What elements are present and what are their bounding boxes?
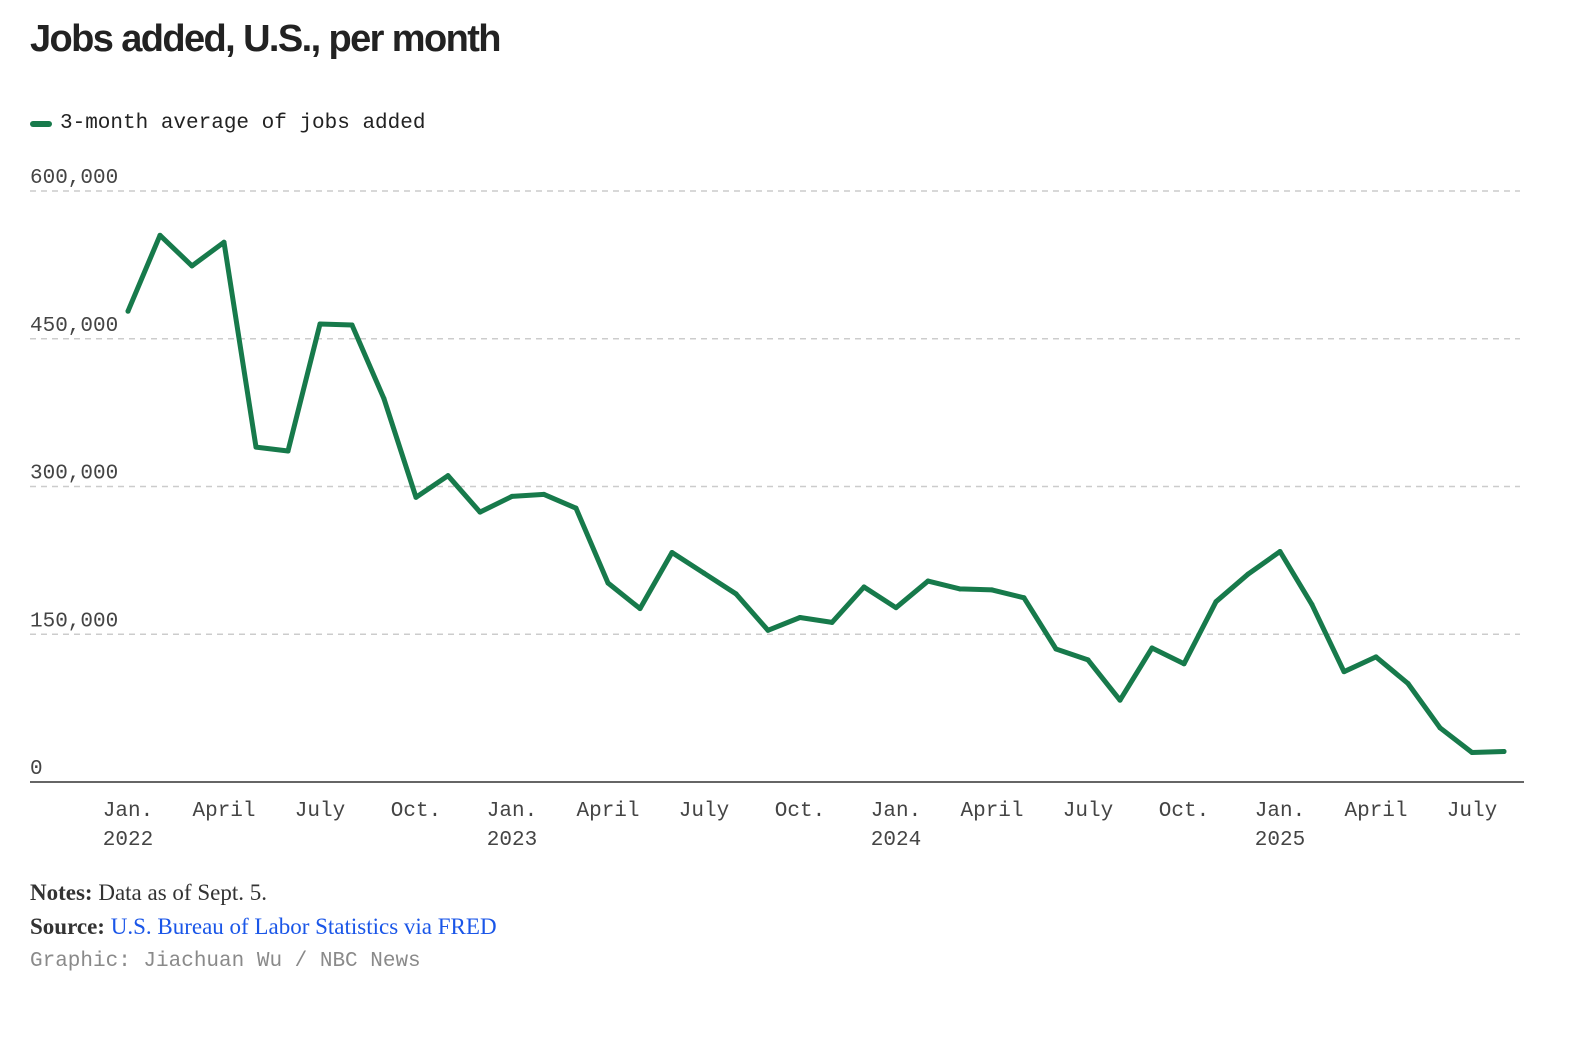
series-line-jobs-added: [125, 232, 1507, 755]
graphic-credit: Graphic: Jiachuan Wu / NBC News: [30, 950, 421, 973]
data-point: [1469, 749, 1475, 755]
data-point: [1501, 748, 1507, 754]
data-point: [1085, 657, 1091, 663]
x-tick-label: April: [576, 800, 639, 823]
legend-label: 3-month average of jobs added: [60, 112, 426, 135]
data-point: [829, 619, 835, 625]
data-point: [317, 321, 323, 327]
data-point: [1053, 646, 1059, 652]
data-point: [701, 570, 707, 576]
x-tick-year-label: 2025: [1255, 829, 1305, 852]
data-point: [157, 232, 163, 238]
data-point: [765, 627, 771, 633]
x-tick-label: Oct.: [391, 800, 441, 823]
x-tick-year-label: 2022: [103, 829, 153, 852]
data-point: [957, 586, 963, 592]
data-point: [1405, 681, 1411, 686]
data-point: [1309, 602, 1315, 608]
data-point: [733, 591, 739, 597]
data-point: [509, 493, 515, 499]
y-tick-label: 300,000: [30, 463, 118, 486]
data-point: [1117, 697, 1123, 703]
x-tick-label: July: [1447, 800, 1497, 823]
data-point: [637, 606, 643, 612]
x-tick-label: Jan.: [487, 800, 537, 823]
x-tick-label: Oct.: [1159, 800, 1209, 823]
x-tick-label: July: [295, 800, 345, 823]
source: Source: U.S. Bureau of Labor Statistics …: [30, 914, 497, 940]
data-point: [1437, 725, 1443, 731]
x-tick-year-label: 2024: [871, 829, 921, 852]
x-tick-label: April: [192, 800, 255, 823]
data-point: [477, 509, 483, 515]
data-point: [1245, 571, 1251, 577]
x-tick-label: Jan.: [1255, 800, 1305, 823]
data-point: [349, 322, 355, 328]
grid-lines: [30, 190, 1520, 635]
notes-text: Data as of Sept. 5.: [98, 880, 267, 905]
x-tick-label: July: [1063, 800, 1113, 823]
data-point: [189, 263, 195, 269]
x-tick-label: April: [1344, 800, 1407, 823]
source-link[interactable]: U.S. Bureau of Labor Statistics via FRED: [110, 914, 497, 939]
data-point: [285, 448, 291, 454]
data-point: [573, 505, 579, 511]
data-point: [989, 587, 995, 593]
data-point: [861, 584, 867, 590]
data-points: [125, 232, 1507, 755]
source-label: Source:: [30, 914, 105, 939]
data-point: [1341, 669, 1347, 675]
chart-title: Jobs added, U.S., per month: [30, 18, 501, 60]
data-point: [541, 491, 547, 497]
y-tick-label: 450,000: [30, 315, 118, 338]
data-point: [413, 494, 419, 500]
data-point: [605, 580, 611, 586]
y-tick-label: 600,000: [30, 167, 118, 190]
data-point: [669, 549, 675, 555]
x-tick-year-label: 2023: [487, 829, 537, 852]
y-tick-label: 150,000: [30, 610, 118, 633]
data-point: [1021, 595, 1027, 601]
data-point: [1213, 599, 1219, 605]
data-point: [221, 239, 227, 245]
data-point: [1149, 645, 1155, 651]
data-point: [253, 444, 259, 450]
x-tick-label: Oct.: [775, 800, 825, 823]
data-point: [1373, 654, 1379, 660]
notes-label: Notes:: [30, 880, 93, 905]
data-point: [125, 308, 131, 314]
data-point: [1181, 661, 1187, 667]
notes: Notes: Data as of Sept. 5.: [30, 880, 267, 906]
data-point: [1277, 549, 1283, 555]
x-axis-labels: Jan. 2022 April July Oct. Jan. 2023 April July Oc…: [103, 800, 1497, 852]
x-tick-label: April: [960, 800, 1023, 823]
data-point: [797, 615, 803, 621]
data-point: [925, 578, 931, 584]
x-tick-label: July: [679, 800, 729, 823]
x-tick-label: Jan.: [871, 800, 921, 823]
x-tick-label: Jan.: [103, 800, 153, 823]
data-point: [893, 605, 899, 611]
data-point: [381, 396, 387, 402]
legend: 3-month average of jobs added: [30, 112, 425, 135]
legend-line-swatch: [30, 120, 52, 127]
y-tick-label: 0: [30, 758, 43, 781]
data-point: [445, 473, 451, 479]
y-axis-labels: 0 150,000 300,000 450,000 600,000: [30, 167, 118, 781]
